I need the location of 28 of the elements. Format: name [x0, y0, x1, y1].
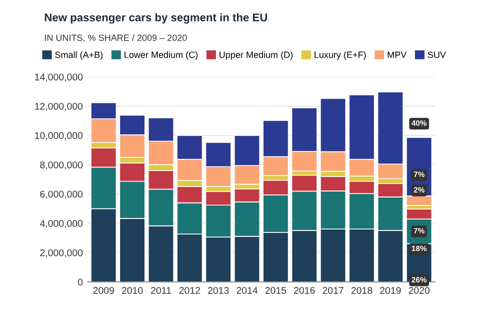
y-tick-label: 10,000,000 — [35, 132, 83, 140]
chart-subtitle: IN UNITS, % SHARE / 2009 – 2020 — [44, 34, 187, 42]
y-tick-label: 14,000,000 — [35, 74, 83, 82]
x-tick-label: 2009 — [93, 286, 114, 294]
legend-label: Small (A+B) — [55, 51, 103, 60]
y-tick-label: 12,000,000 — [35, 102, 83, 111]
legend-label: MPV — [388, 52, 407, 58]
legend-label: Lower Medium (C) — [124, 51, 198, 60]
y-tick-label: 2,000,000 — [40, 249, 83, 258]
legend-label: SUV — [428, 52, 446, 58]
y-tick-label: 6,000,000 — [40, 190, 83, 199]
y-tick-label: 4,000,000 — [40, 220, 83, 228]
y-tick-label: 8,000,000 — [40, 161, 83, 170]
x-tick-label: 2018 — [351, 286, 372, 294]
legend-label: Upper Medium (D) — [220, 51, 293, 60]
x-tick-label: 2013 — [208, 286, 229, 294]
y-tick-label: 0 — [78, 278, 83, 286]
x-tick-label: 2012 — [179, 286, 200, 294]
x-tick-label: 2014 — [236, 286, 258, 294]
x-tick-label: 2020 — [408, 286, 430, 294]
chart-title: New passenger cars by segment in the EU — [44, 13, 268, 24]
x-tick-label: 2016 — [294, 286, 315, 294]
x-tick-label: 2017 — [322, 286, 344, 294]
x-tick-label: 2010 — [122, 286, 143, 294]
x-tick-label: 2019 — [380, 286, 401, 294]
x-tick-label: 2011 — [151, 286, 171, 294]
legend-label: Luxury (E+F) — [314, 51, 366, 60]
x-tick-label: 2015 — [265, 286, 286, 294]
